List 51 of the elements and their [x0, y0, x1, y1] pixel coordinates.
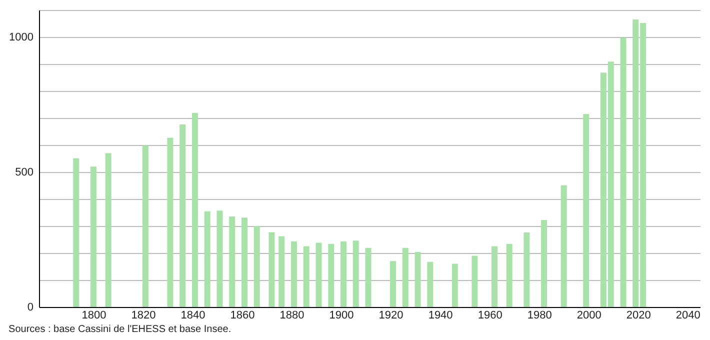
x-tick-label: 1900 — [329, 310, 354, 322]
x-tick-label: 1820 — [131, 310, 156, 322]
bar — [142, 146, 148, 307]
bar — [268, 232, 275, 307]
x-tick-label: 1840 — [180, 310, 206, 322]
x-tick-label: 1940 — [428, 310, 453, 322]
bar — [216, 210, 223, 307]
x-tick-label: 1920 — [378, 310, 404, 322]
bar — [452, 264, 458, 307]
bar — [352, 240, 359, 307]
x-tick-label: 1880 — [280, 310, 304, 322]
bar — [414, 252, 421, 307]
y-tick-label: 0 — [27, 302, 34, 314]
x-tick-label: 2040 — [676, 310, 700, 322]
bar — [105, 153, 112, 307]
bar — [90, 166, 96, 307]
bar — [541, 220, 548, 307]
y-tick-label: 1000 — [9, 32, 34, 44]
x-tick-label: 2000 — [576, 310, 602, 322]
bar — [583, 114, 590, 307]
bar — [472, 256, 478, 307]
x-tick-label: 1800 — [82, 310, 106, 322]
bar — [620, 38, 626, 307]
bar — [303, 246, 310, 307]
bar — [506, 244, 512, 307]
bar — [180, 124, 186, 307]
x-tick-label: 1980 — [527, 310, 552, 322]
bar — [365, 248, 372, 307]
bar — [241, 218, 248, 307]
bar — [560, 185, 567, 307]
bar — [427, 262, 434, 307]
bar — [492, 246, 498, 307]
bar — [73, 158, 80, 307]
x-tick-label: 2020 — [626, 310, 651, 322]
bar — [167, 138, 174, 307]
bar — [328, 244, 334, 307]
bar — [192, 112, 198, 307]
bar — [204, 211, 210, 307]
bar — [390, 261, 396, 307]
bar — [290, 241, 297, 307]
bar — [402, 248, 408, 307]
bar — [524, 232, 530, 307]
bar — [229, 216, 236, 307]
source-note: Sources : base Cassini de l'EHESS et base Insee. — [8, 324, 232, 335]
bar — [340, 241, 347, 307]
x-tick-label: 1960 — [478, 310, 502, 322]
bar — [316, 242, 322, 307]
x-tick-label: 1860 — [230, 310, 255, 322]
bar — [278, 236, 285, 307]
bar — [254, 226, 260, 307]
y-tick-label: 500 — [15, 166, 34, 178]
